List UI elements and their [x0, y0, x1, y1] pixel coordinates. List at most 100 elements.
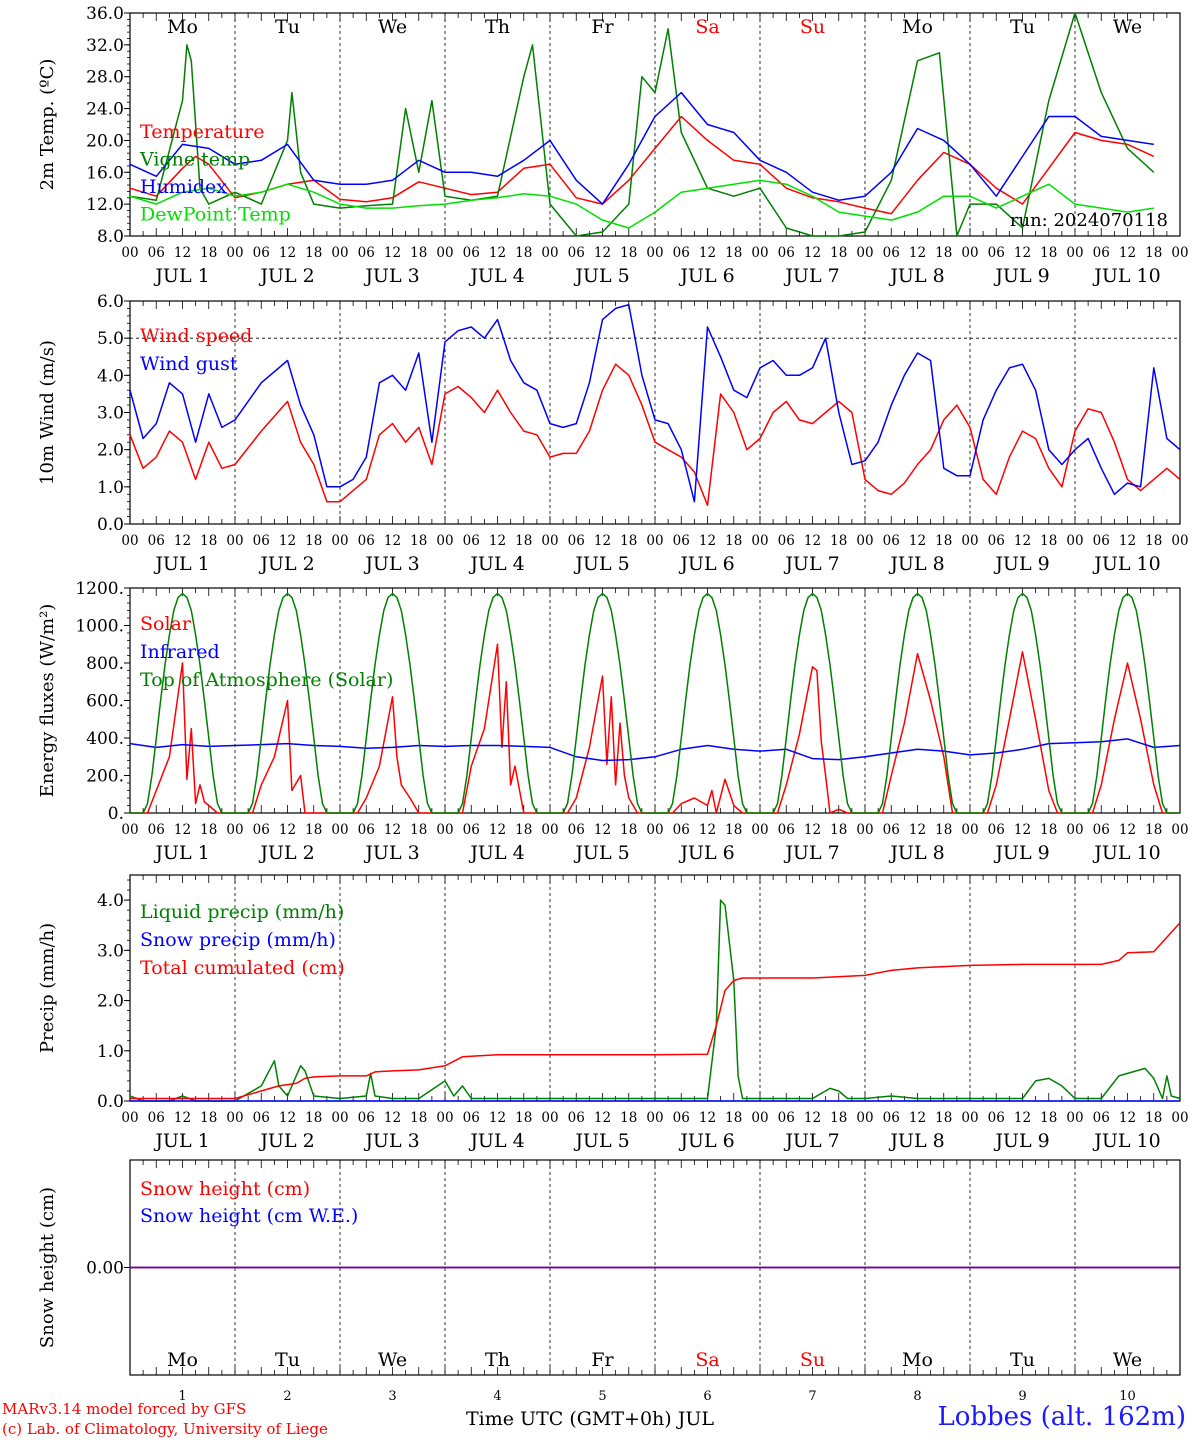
- x-hour-label: 00: [1171, 533, 1188, 549]
- x-hour-label: 00: [646, 822, 663, 838]
- x-hour-label: 12: [699, 245, 716, 261]
- weekday-label: Mo: [902, 16, 933, 38]
- x-date-label: JUL 8: [888, 842, 944, 864]
- y-tick-label: 24.0: [86, 100, 124, 120]
- y-tick-label: 8.0: [97, 227, 124, 247]
- series-line-temperature: [129, 115, 1155, 215]
- y-tick-label: 0.00: [86, 1259, 124, 1279]
- x-hour-label: 18: [830, 822, 847, 838]
- x-hour-label: 12: [279, 533, 296, 549]
- x-date-label: JUL 4: [468, 1130, 524, 1152]
- x-hour-label: 00: [436, 533, 453, 549]
- x-hour-label: 06: [568, 533, 585, 549]
- x-hour-label: 12: [489, 245, 506, 261]
- x-hour-label: 00: [1066, 245, 1083, 261]
- x-hour-label: 12: [279, 1110, 296, 1126]
- x-hour-label: 06: [778, 822, 795, 838]
- x-hour-label: 00: [1066, 822, 1083, 838]
- x-hour-label: 12: [1119, 822, 1136, 838]
- model-credit: MARv3.14 model forced by GFS: [2, 1400, 247, 1418]
- station-name: Lobbes (alt. 162m): [937, 1402, 1186, 1432]
- x-hour-label: 06: [358, 822, 375, 838]
- x-hour-label: 12: [804, 822, 821, 838]
- weekday-label: Sa: [695, 1349, 719, 1371]
- y-tick-label: 2.0: [97, 992, 124, 1012]
- x-date-label: JUL 1: [153, 842, 209, 864]
- x-hour-label: 12: [1014, 245, 1031, 261]
- x-date-label: JUL 5: [573, 265, 629, 287]
- x-hour-label: 00: [226, 245, 243, 261]
- x-hour-label: 12: [594, 533, 611, 549]
- legend-entry: Humidex: [140, 176, 227, 198]
- x-day-number: 6: [703, 1389, 711, 1404]
- x-hour-label: 00: [121, 533, 138, 549]
- x-hour-label: 12: [699, 822, 716, 838]
- y-tick-label: 0.: [108, 804, 124, 824]
- x-hour-label: 06: [253, 245, 270, 261]
- x-hour-label: 12: [909, 1110, 926, 1126]
- x-hour-label: 06: [253, 1110, 270, 1126]
- y-tick-label: 3.0: [97, 941, 124, 961]
- x-hour-label: 12: [909, 822, 926, 838]
- x-hour-label: 12: [1119, 533, 1136, 549]
- x-hour-label: 00: [856, 822, 873, 838]
- x-day-number: 9: [1018, 1389, 1026, 1404]
- lab-credit: (c) Lab. of Climatology, University of L…: [2, 1420, 328, 1438]
- x-date-label: JUL 8: [888, 1130, 944, 1152]
- x-date-label: JUL 6: [678, 265, 734, 287]
- weekday-label: Tu: [275, 16, 300, 38]
- y-axis-label: 10m Wind (m/s): [37, 340, 58, 485]
- x-date-label: JUL 3: [363, 265, 419, 287]
- y-axis-label: Snow height (cm): [37, 1187, 58, 1348]
- y-tick-label: 0.0: [97, 515, 124, 535]
- weekday-label: Tu: [1010, 16, 1035, 38]
- x-date-label: JUL 9: [993, 1130, 1049, 1152]
- x-hour-label: 00: [121, 1110, 138, 1126]
- x-hour-label: 12: [1119, 1110, 1136, 1126]
- x-hour-label: 12: [489, 533, 506, 549]
- x-hour-label: 00: [961, 533, 978, 549]
- x-hour-label: 18: [830, 533, 847, 549]
- x-hour-label: 06: [358, 1110, 375, 1126]
- x-hour-label: 18: [305, 245, 322, 261]
- x-hour-label: 00: [1066, 1110, 1083, 1126]
- x-hour-label: 12: [699, 533, 716, 549]
- x-date-label: JUL 1: [153, 1130, 209, 1152]
- y-tick-label: 1.0: [97, 1042, 124, 1062]
- x-hour-label: 06: [148, 533, 165, 549]
- x-hour-label: 18: [305, 822, 322, 838]
- x-hour-label: 18: [1145, 245, 1162, 261]
- x-hour-label: 06: [358, 533, 375, 549]
- x-hour-label: 00: [541, 1110, 558, 1126]
- panel-4: [124, 874, 1181, 1102]
- legend-entry: Infrared: [140, 641, 220, 663]
- legend-entry: Liquid precip (mm/h): [140, 901, 344, 923]
- x-hour-label: 00: [961, 822, 978, 838]
- x-hour-label: 06: [778, 245, 795, 261]
- x-hour-label: 18: [935, 822, 952, 838]
- x-hour-label: 00: [646, 245, 663, 261]
- panel-1: [124, 12, 1181, 237]
- x-hour-label: 18: [410, 1110, 427, 1126]
- x-hour-label: 06: [673, 245, 690, 261]
- x-hour-label: 12: [909, 533, 926, 549]
- x-hour-label: 12: [384, 533, 401, 549]
- y-tick-label: 1200.: [75, 579, 124, 599]
- x-date-label: JUL 8: [888, 265, 944, 287]
- x-day-number: 8: [913, 1389, 921, 1404]
- weekday-label: Mo: [902, 1349, 933, 1371]
- plot-frame: [129, 300, 1181, 525]
- y-tick-label: 20.0: [86, 131, 124, 151]
- x-hour-label: 06: [463, 1110, 480, 1126]
- x-date-label: JUL 6: [678, 1130, 734, 1152]
- y-tick-label: 5.0: [97, 329, 124, 349]
- x-hour-label: 00: [436, 245, 453, 261]
- x-hour-label: 00: [541, 245, 558, 261]
- series-line-liquid-precip-mm-h-: [129, 899, 1181, 1102]
- legend-entry: Snow height (cm W.E.): [140, 1205, 358, 1227]
- y-tick-label: 200.: [86, 767, 124, 787]
- legend-entry: Temperature: [140, 121, 264, 143]
- x-hour-label: 06: [148, 1110, 165, 1126]
- weekday-label: Th: [485, 16, 510, 38]
